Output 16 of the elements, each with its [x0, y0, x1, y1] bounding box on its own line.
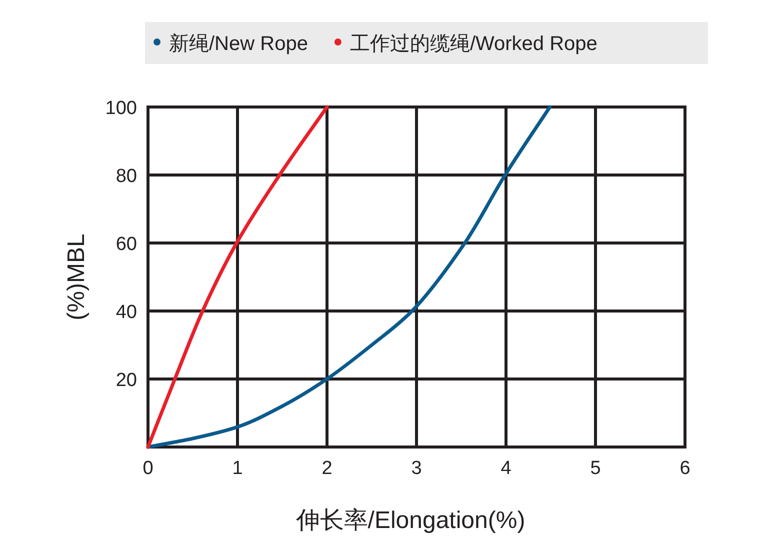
x-tick-label: 0 [142, 458, 154, 479]
y-tick-label: 20 [116, 370, 137, 391]
x-tick-label: 2 [322, 458, 332, 479]
y-axis-title: (%)MBL [63, 234, 90, 320]
y-tick-label: 100 [105, 98, 137, 119]
x-tick-label: 6 [680, 458, 690, 479]
x-tick-label: 4 [500, 458, 512, 479]
y-tick-label: 80 [116, 166, 137, 187]
legend-label: 工作过的缆绳/Worked Rope [350, 33, 598, 55]
x-tick-label: 3 [411, 458, 422, 479]
x-tick-label: 5 [590, 458, 601, 479]
x-tick-label: 1 [232, 458, 243, 479]
y-tick-label: 60 [116, 234, 137, 255]
y-tick-label: 40 [116, 302, 137, 323]
legend-label: 新绳/New Rope [169, 33, 308, 55]
x-axis-title: 伸长率/Elongation(%) [294, 507, 526, 534]
